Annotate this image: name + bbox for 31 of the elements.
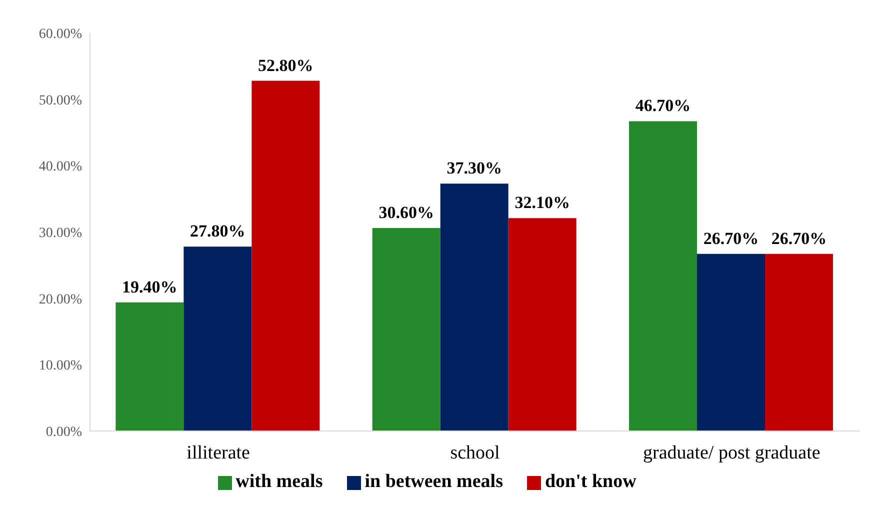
bar [440,184,508,431]
x-tick-label: graduate/ post graduate [643,442,820,464]
y-tick-label: 0.00% [46,424,82,440]
legend-label: with meals [236,471,323,492]
legend-label: don't know [544,471,636,492]
bar [184,246,252,431]
data-label: 27.80% [190,222,246,241]
data-label: 37.30% [446,158,502,178]
data-label: 52.80% [258,56,314,75]
x-tick-label: school [450,442,500,464]
y-tick-label: 40.00% [38,160,82,175]
bar [629,121,697,431]
data-label: 30.60% [378,203,434,222]
y-tick-label: 50.00% [38,93,82,108]
y-tick-label: 10.00% [38,358,82,374]
data-label: 26.70% [703,228,759,248]
y-tick-label: 30.00% [38,226,82,241]
y-tick-label: 60.00% [38,26,82,42]
data-label: 46.70% [635,96,691,116]
bar [252,80,320,431]
bar [372,228,440,431]
data-label: 32.10% [514,193,570,212]
legend-label: in between meals [364,471,503,492]
bar [697,254,765,431]
bar [765,254,833,431]
bar [116,302,184,431]
bar [508,218,576,431]
y-tick-label: 20.00% [38,292,82,308]
x-tick-label: illiterate [186,442,250,464]
data-label: 19.40% [122,277,178,296]
data-label: 26.70% [771,228,827,248]
